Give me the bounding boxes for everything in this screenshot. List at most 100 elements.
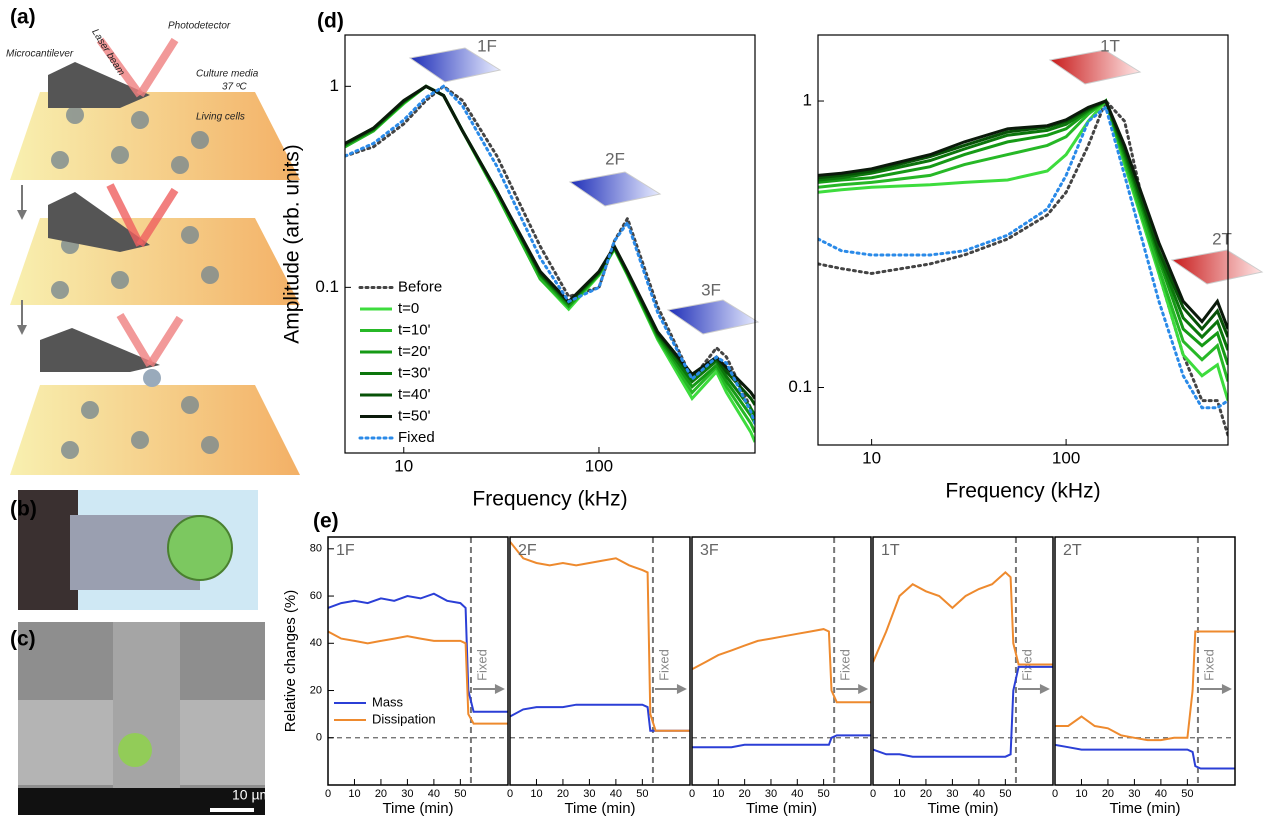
series-line [818,97,1228,402]
plot-frame [327,536,509,786]
x-axis-label: Time (min) [927,800,998,817]
mode-icon [1170,249,1264,285]
plot-frame [691,536,872,786]
x-tick-label: 20 [375,788,387,800]
series-line [692,628,871,704]
panel-title: 1T [881,542,900,559]
annotation: 2F [605,149,625,168]
panel-label: (b) [10,498,37,521]
series-line [328,630,508,725]
x-tick-label: 30 [1128,788,1140,800]
annotation: Fixed [1201,649,1216,681]
series-line [345,84,755,400]
annotation: 2T [1212,229,1232,248]
x-tick-label: 30 [946,788,958,800]
schematic-label: Photodetector [168,21,231,32]
x-tick-label: 30 [401,788,413,800]
plot-frame [1054,536,1236,786]
series-line [345,84,755,426]
y-tick-label: 0 [316,732,322,744]
panel-title: 3F [700,542,719,559]
x-tick-label: 50 [999,788,1011,800]
x-axis-label: Time (min) [382,800,453,817]
x-tick-label: 100 [1052,448,1080,467]
x-tick-label: 30 [583,788,595,800]
x-tick-label: 0 [325,788,331,800]
panel-title: 2F [518,542,537,559]
series-line [1055,743,1235,770]
series-line [510,703,690,732]
legend-label: Mass [372,694,404,709]
series-line [692,734,871,749]
fixed-arrow-head [858,684,869,694]
annotation: Fixed [838,649,853,681]
mode-icon [568,171,662,207]
schematic-label: Microcantilever [6,49,74,60]
schematic-label: Laser beam [89,27,126,78]
plot-frame [817,34,1229,446]
fixed-arrow-head [676,684,687,694]
mode-icon [666,299,760,335]
x-tick-label: 10 [862,448,881,467]
x-tick-label: 20 [739,788,751,800]
x-tick-label: 0 [507,788,513,800]
panel-title: 1F [336,542,355,559]
series-line [510,541,690,732]
plot-frame [509,536,691,786]
x-tick-label: 50 [454,788,466,800]
y-axis-label: Amplitude (arb. units) [281,144,304,344]
y-tick-label: 0.1 [788,377,812,396]
series-line [818,104,1228,410]
x-tick-label: 40 [428,788,440,800]
y-tick-label: 20 [310,684,322,696]
x-tick-label: 10 [893,788,905,800]
x-tick-label: 50 [636,788,648,800]
plot-frame [872,536,1054,786]
x-tick-label: 20 [557,788,569,800]
series-line [873,665,1053,758]
scale-bar-label: 10 µm [232,787,271,803]
x-axis-label: Frequency (kHz) [472,488,627,511]
legend-label: t=20' [398,343,431,360]
series-line [818,98,1228,351]
legend-label: Fixed [398,429,435,446]
y-tick-label: 1 [803,91,812,110]
x-axis-label: Time (min) [564,800,635,817]
fixed-arrow-head [1039,684,1050,694]
series-line [818,98,1228,366]
fixed-arrow-head [494,684,505,694]
annotation: 1F [477,36,497,55]
x-tick-label: 10 [530,788,542,800]
x-tick-label: 40 [791,788,803,800]
schematic-label: 37 ºC [222,82,248,93]
panel-label: (e) [313,510,339,533]
legend-label: t=30' [398,364,431,381]
x-axis-label: Time (min) [1109,800,1180,817]
panel-label: (d) [317,10,344,33]
legend-label: Before [398,278,442,295]
y-tick-label: 40 [310,637,322,649]
x-tick-label: 0 [689,788,695,800]
x-tick-label: 50 [817,788,829,800]
x-tick-label: 20 [920,788,932,800]
series-line [873,571,1053,666]
series-line [1055,630,1235,742]
legend-label: t=0 [398,300,419,317]
series-line [818,98,1228,437]
y-tick-label: 0.1 [315,277,339,296]
x-tick-label: 0 [870,788,876,800]
sem-image [18,622,265,815]
mode-icon [408,47,502,83]
series-line [328,592,508,713]
annotation: 1T [1100,36,1120,55]
schematic-label: Living cells [196,112,245,123]
x-tick-label: 40 [973,788,985,800]
schematic-label: Culture media [196,69,259,80]
schematic [10,37,300,475]
x-tick-label: 0 [1052,788,1058,800]
annotation: 3F [701,280,721,299]
x-tick-label: 100 [585,456,613,475]
x-tick-label: 30 [765,788,777,800]
mode-icon [1048,49,1142,85]
annotation: Fixed [656,649,671,681]
